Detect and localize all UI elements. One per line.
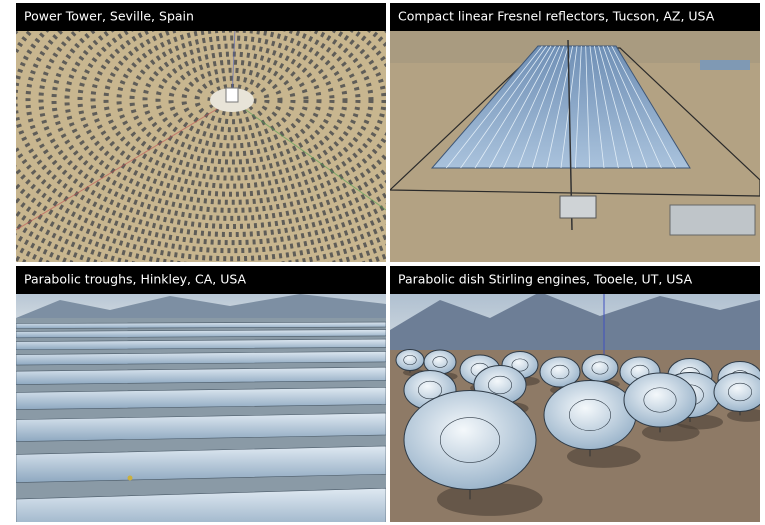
reflector-row — [531, 45, 569, 169]
heliostat-ring — [103, 19, 361, 181]
dish — [543, 380, 637, 450]
heliostat-ring — [181, 67, 283, 133]
heliostat-ring — [38, 3, 386, 221]
dish-ring — [568, 399, 611, 431]
heliostat-ring — [155, 51, 309, 149]
caption-bar — [16, 3, 386, 31]
dish — [539, 356, 581, 388]
caption: Power Tower, Seville, Spain — [24, 9, 194, 24]
dish-ring — [403, 354, 417, 366]
heliostat-ring — [194, 75, 270, 125]
trough-row — [16, 412, 386, 442]
caption-bar — [16, 266, 386, 294]
heliostat-ring — [16, 3, 386, 246]
tower-photo — [16, 3, 386, 262]
trough-photo — [16, 266, 386, 522]
heliostat-ring — [64, 3, 386, 205]
reflector-row — [446, 45, 543, 169]
caption-bar — [390, 3, 760, 31]
dish-photo — [390, 266, 760, 522]
reflector-row — [488, 45, 556, 169]
trough-row — [16, 366, 386, 385]
caption-bar — [390, 266, 760, 294]
heliostat-ring — [25, 3, 386, 229]
trough-row — [16, 487, 386, 522]
trough-row — [16, 445, 386, 483]
dish-ring — [591, 361, 609, 375]
dish-ring — [439, 417, 500, 463]
heliostat-ring — [16, 3, 386, 262]
reflector-row — [474, 45, 552, 169]
reflector-row — [517, 45, 565, 169]
fresnel-photo — [390, 3, 760, 262]
reflector-row — [593, 45, 619, 169]
dish — [713, 372, 760, 412]
dish-ring — [511, 358, 529, 372]
dish-ring — [417, 380, 442, 400]
caption: Parabolic troughs, Hinkley, CA, USA — [24, 272, 247, 287]
reflector-row — [606, 45, 662, 169]
reflector-row — [460, 45, 547, 169]
dish-shadow — [727, 408, 760, 422]
dish — [623, 372, 697, 428]
reflector-row — [574, 45, 582, 169]
caption: Compact linear Fresnel reflectors, Tucso… — [398, 9, 715, 24]
dish-shadow — [567, 444, 641, 468]
dish-ring — [643, 387, 677, 413]
trough-row — [16, 351, 386, 366]
reflector-row — [602, 45, 648, 169]
trough-row — [16, 386, 386, 410]
trough-row — [16, 329, 386, 339]
reflector-row — [611, 45, 677, 169]
dish — [395, 349, 425, 371]
dish-ring — [432, 356, 448, 368]
dish-shadow — [642, 423, 700, 442]
trough-row — [16, 321, 386, 329]
reflector-row — [503, 45, 561, 169]
heliostat-ring — [129, 35, 335, 165]
dish-ring — [550, 364, 570, 380]
reflector-row — [589, 45, 605, 169]
reflector-row — [585, 45, 591, 169]
dish-ring — [727, 382, 752, 402]
heliostat-ring — [77, 3, 386, 197]
heliostat-ring — [142, 43, 322, 157]
dish-ring — [487, 375, 512, 395]
caption: Parabolic dish Stirling engines, Tooele,… — [398, 272, 693, 287]
dish-shadow — [437, 482, 543, 516]
heliostat-ring — [168, 59, 296, 141]
reflector-row — [598, 45, 634, 169]
heliostat-ring — [90, 11, 374, 189]
dish — [581, 354, 619, 382]
trough-row — [16, 338, 386, 351]
dish — [403, 390, 537, 490]
